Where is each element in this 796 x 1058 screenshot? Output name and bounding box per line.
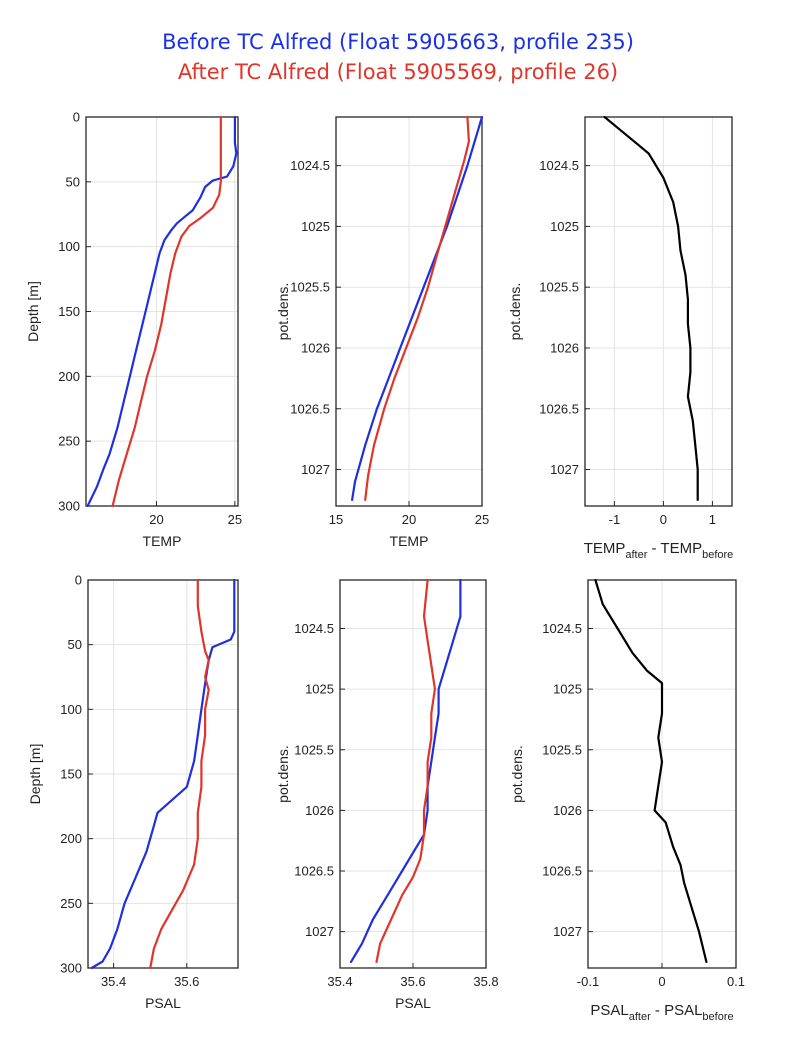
- panel-1-x-tick-label-0: 20: [149, 512, 163, 527]
- panel-4-x-axis-label: PSAL: [145, 995, 181, 1011]
- panel-5-series-after-line: [375, 578, 436, 963]
- panel-2-x-tick-label-0: 15: [329, 512, 343, 527]
- panel-3-y-tick-label-2: 1025.5: [539, 280, 579, 295]
- panel-2-y-tick-label-0: 1024.5: [290, 158, 330, 173]
- panel-4-y-tick-label-6: 300: [60, 961, 82, 976]
- panel-4-x-tick-label-1: 35.6: [174, 974, 199, 989]
- panel-1-series-before-line: [86, 115, 238, 508]
- panel-3-x-tick-label-1: 0: [660, 512, 667, 527]
- panel-2-y-tick-label-1: 1025: [301, 219, 330, 234]
- panel-5-x-tick-label-1: 35.6: [400, 974, 425, 989]
- panel-6-y-tick-label-5: 1027: [553, 924, 582, 939]
- panel-6-x-tick-label-0: -0.1: [577, 974, 599, 989]
- panel-2-x-axis-label: TEMP: [390, 533, 429, 549]
- panel-1-x-axis-label: TEMP: [143, 533, 182, 549]
- panel-1-y-tick-label-5: 250: [58, 434, 80, 449]
- panel-3-y-tick-label-4: 1026.5: [539, 401, 579, 416]
- panel-5-x-axis-label: PSAL: [395, 995, 431, 1011]
- panel-1-series-after-line: [111, 115, 222, 508]
- panel-3-y-tick-label-3: 1026: [550, 340, 579, 355]
- panel-1-y-tick-label-6: 300: [58, 499, 80, 514]
- panel-2-y-tick-label-4: 1026.5: [290, 401, 330, 416]
- panel-6-y-tick-label-0: 1024.5: [542, 621, 582, 636]
- panel-1-y-axis-label: Depth [m]: [25, 281, 41, 342]
- panel-1-y-tick-label-3: 150: [58, 304, 80, 319]
- panel-2-series-before-line: [351, 115, 484, 501]
- panel-3-frame: [584, 116, 733, 507]
- panel-6-y-tick-label-1: 1025: [553, 682, 582, 697]
- panel-4-y-tick-label-4: 200: [60, 831, 82, 846]
- panel-5-y-tick-label-5: 1027: [305, 924, 334, 939]
- panel-4-series-before-line: [90, 578, 236, 970]
- panel-6-y-tick-label-4: 1026.5: [542, 864, 582, 879]
- panel-2-x-tick-label-2: 25: [475, 512, 489, 527]
- panel-6-series-difference-line: [594, 578, 708, 963]
- panel-5-x-tick-label-0: 35.4: [327, 974, 352, 989]
- panel-2-y-axis-label: pot.dens.: [275, 283, 291, 341]
- panel-1-y-tick-label-1: 50: [66, 174, 80, 189]
- panel-5-y-axis-label: pot.dens.: [275, 745, 291, 803]
- panel-4-y-tick-label-0: 0: [75, 573, 82, 588]
- panel-6-y-axis-label: pot.dens.: [509, 745, 525, 803]
- panel-4-series-after-line: [149, 578, 210, 970]
- panel-5-y-tick-label-1: 1025: [305, 682, 334, 697]
- panel-2-y-tick-label-2: 1025.5: [290, 280, 330, 295]
- panel-1-y-tick-label-2: 100: [58, 239, 80, 254]
- panel-2-x-tick-label-1: 20: [402, 512, 416, 527]
- panel-4-y-tick-label-3: 150: [60, 767, 82, 782]
- panel-3-series-difference-line: [603, 115, 699, 501]
- panel-4-x-tick-label-0: 35.4: [101, 974, 126, 989]
- panel-3-y-tick-label-1: 1025: [550, 219, 579, 234]
- panel-3-y-tick-label-0: 1024.5: [539, 158, 579, 173]
- panel-2-y-tick-label-3: 1026: [301, 340, 330, 355]
- panel-4-y-tick-label-2: 100: [60, 702, 82, 717]
- panel-6-x-tick-label-2: 0.1: [727, 974, 745, 989]
- panel-3-x-tick-label-0: -1: [609, 512, 621, 527]
- panel-1-y-tick-label-4: 200: [58, 369, 80, 384]
- panel-5-x-tick-label-2: 35.8: [473, 974, 498, 989]
- title-before-float: Before TC Alfred (Float 5905663, profile…: [162, 30, 634, 54]
- panel-5-y-tick-label-2: 1025.5: [294, 742, 334, 757]
- panel-5-series-before-line: [349, 578, 462, 963]
- panel-4-y-tick-label-1: 50: [68, 637, 82, 652]
- panel-1-y-tick-label-0: 0: [73, 110, 80, 125]
- panel-4-y-axis-label: Depth [m]: [27, 744, 43, 805]
- panel-6-x-tick-label-1: 0: [658, 974, 665, 989]
- panel-1-x-tick-label-1: 25: [228, 512, 242, 527]
- panel-5-y-tick-label-4: 1026.5: [294, 864, 334, 879]
- panel-3-x-tick-label-2: 1: [709, 512, 716, 527]
- panel-2-y-tick-label-5: 1027: [301, 462, 330, 477]
- panel-6-y-tick-label-2: 1025.5: [542, 742, 582, 757]
- panel-6-x-axis-label: PSALafter - PSALbefore: [590, 1002, 733, 1023]
- panel-4-y-tick-label-5: 250: [60, 896, 82, 911]
- panel-3-y-axis-label: pot.dens.: [507, 283, 523, 341]
- panel-6-y-tick-label-3: 1026: [553, 803, 582, 818]
- panel-5-y-tick-label-0: 1024.5: [294, 621, 334, 636]
- title-after-float: After TC Alfred (Float 5905569, profile …: [177, 60, 619, 84]
- panel-2-series-after-line: [364, 115, 470, 501]
- panel-5-y-tick-label-3: 1026: [305, 803, 334, 818]
- panel-3-x-axis-label: TEMPafter - TEMPbefore: [584, 540, 734, 561]
- panel-3-y-tick-label-5: 1027: [550, 462, 579, 477]
